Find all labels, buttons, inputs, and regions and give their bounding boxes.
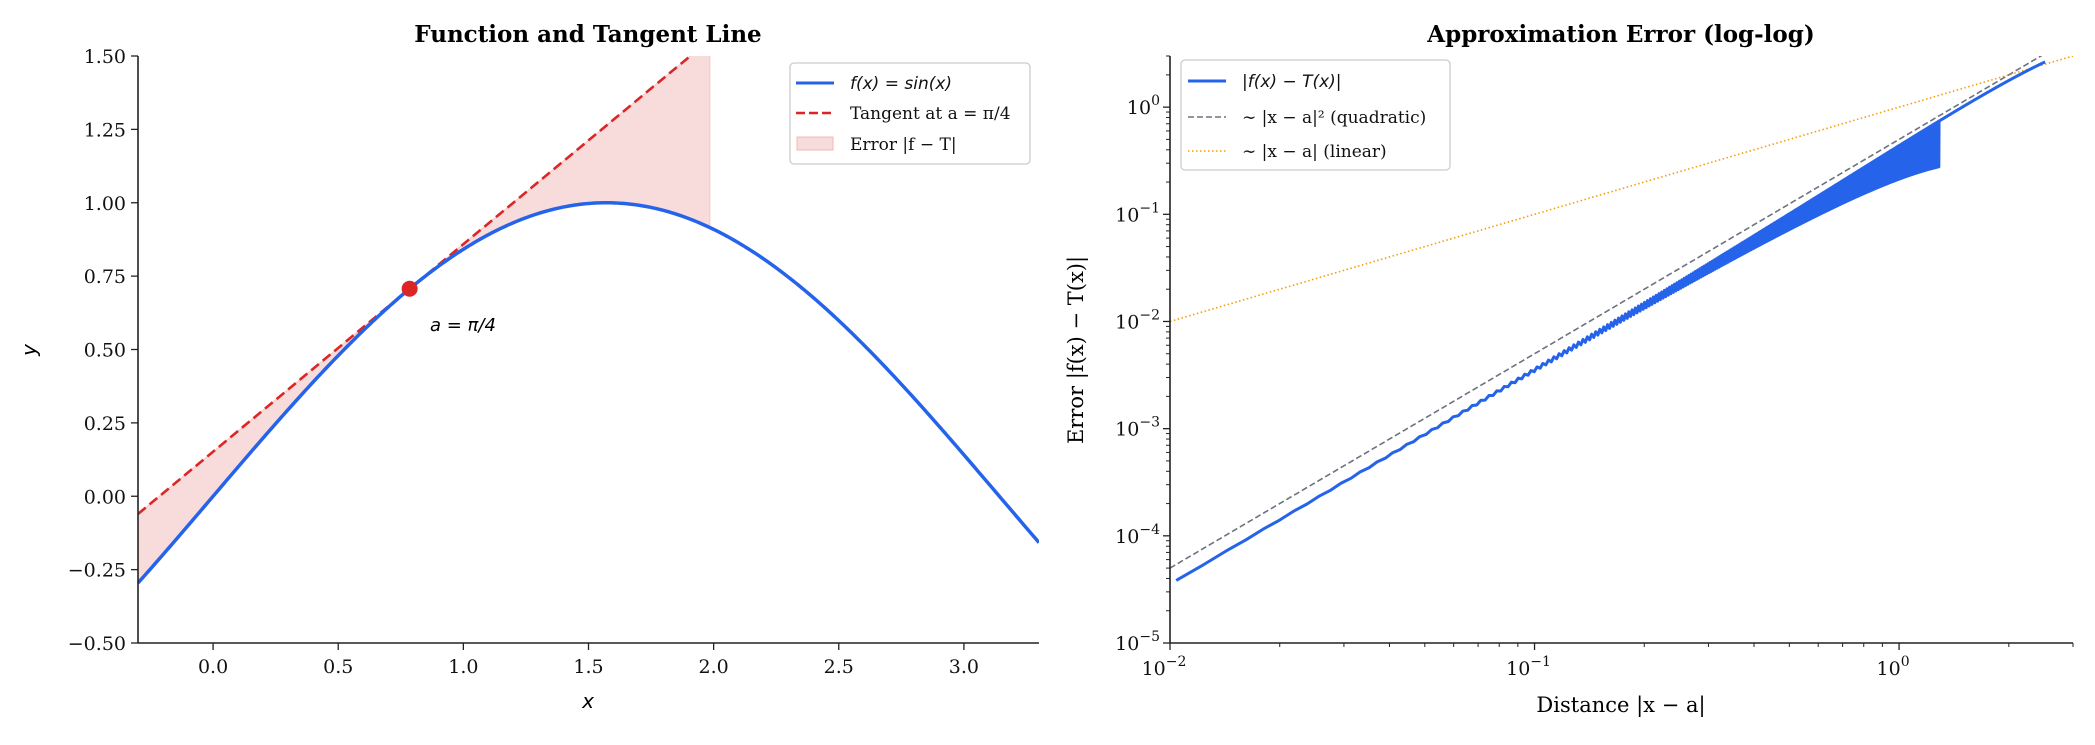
right-x-axis-label: Distance |x − a| xyxy=(1536,693,1705,718)
error-curve xyxy=(1175,60,2047,582)
y-tick-label: 1.00 xyxy=(84,193,126,215)
y-tick-label: 10−3 xyxy=(1115,415,1160,441)
legend-label-linear: ∼ |x − a| (linear) xyxy=(1242,142,1387,162)
right-plot-area xyxy=(1170,56,2073,582)
right-chart: Approximation Error (log-log) 10−2 10−1 10… xyxy=(1064,21,2074,718)
left-chart: Function and Tangent Line 0.0 0.5 1.0 1.5 2.… xyxy=(17,21,1039,713)
y-tick-label: 1.50 xyxy=(84,46,126,68)
sin-curve xyxy=(138,201,1039,585)
x-tick-label: 10−2 xyxy=(1142,654,1187,680)
quadratic-reference-line xyxy=(1170,56,2043,569)
x-tick-label: 1.5 xyxy=(573,656,603,678)
x-tick-label: 2.5 xyxy=(824,656,854,678)
y-tick-label: 0.50 xyxy=(84,340,126,362)
y-tick-label: 10−5 xyxy=(1115,629,1160,655)
y-tick-label: 10−2 xyxy=(1115,307,1160,333)
y-tick-label: 0.75 xyxy=(84,266,126,288)
x-tick-label: 100 xyxy=(1877,654,1910,680)
y-tick-label: 100 xyxy=(1127,93,1160,119)
tangent-point-marker xyxy=(401,280,418,297)
x-tick-label: 0.5 xyxy=(323,656,353,678)
y-tick-label: −0.50 xyxy=(68,633,126,655)
linear-reference-line xyxy=(1170,56,2073,323)
tangent-line xyxy=(138,56,693,515)
left-y-axis-label: y xyxy=(17,343,41,357)
legend-label-error-curve: |f(x) − T(x)| xyxy=(1242,72,1342,92)
x-tick-label: 3.0 xyxy=(949,656,979,678)
right-legend: |f(x) − T(x)| ∼ |x − a|² (quadratic) ∼ |… xyxy=(1180,59,1451,171)
right-chart-title: Approximation Error (log-log) xyxy=(1426,21,1814,48)
left-plot-area xyxy=(138,56,1039,585)
legend-label-error: Error |f − T| xyxy=(850,135,957,155)
left-legend: f(x) = sin(x) Tangent at a = π/4 Error |… xyxy=(789,62,1031,165)
legend-label-tangent: Tangent at a = π/4 xyxy=(850,104,1011,124)
error-fill-region xyxy=(138,56,711,584)
right-y-axis-label: Error |f(x) − T(x)| xyxy=(1064,256,1089,444)
x-tick-label: 1.0 xyxy=(448,656,478,678)
y-tick-label: −0.25 xyxy=(68,560,126,582)
y-tick-label: 10−4 xyxy=(1115,522,1160,548)
left-chart-title: Function and Tangent Line xyxy=(414,21,761,48)
y-tick-label: 1.25 xyxy=(84,119,126,141)
legend-swatch-error xyxy=(796,136,834,151)
x-tick-label: 2.0 xyxy=(699,656,729,678)
x-tick-label: 10−1 xyxy=(1506,654,1551,680)
y-tick-label: 0.25 xyxy=(84,413,126,435)
left-x-axis-label: x xyxy=(581,689,594,713)
x-tick-label: 0.0 xyxy=(198,656,228,678)
y-tick-label: 10−1 xyxy=(1115,200,1160,226)
legend-label-sin: f(x) = sin(x) xyxy=(850,74,952,94)
y-tick-label: 0.00 xyxy=(84,486,126,508)
point-annotation: a = π/4 xyxy=(430,315,496,336)
legend-label-quadratic: ∼ |x − a|² (quadratic) xyxy=(1242,108,1426,128)
